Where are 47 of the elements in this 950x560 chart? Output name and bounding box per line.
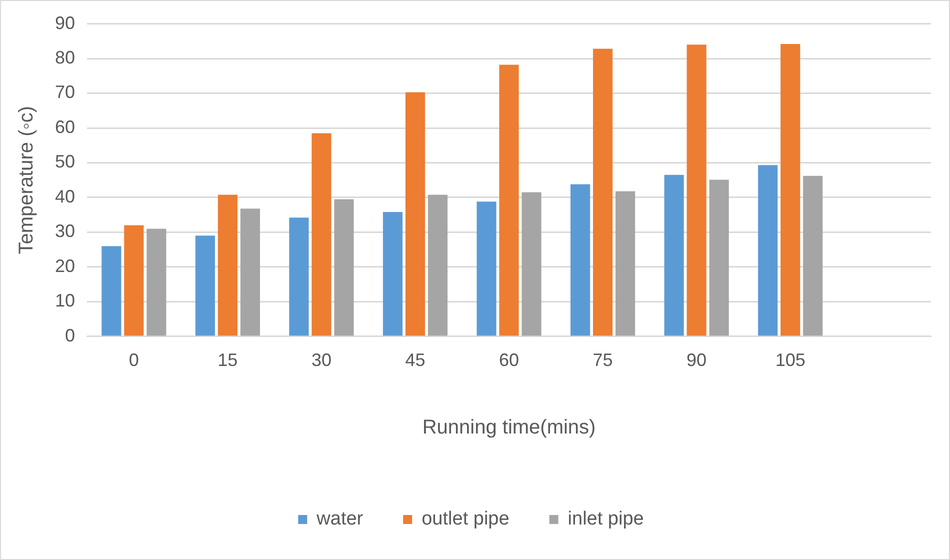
x-tick-label: 45	[405, 350, 426, 370]
y-tick-label: 40	[54, 186, 76, 206]
bar	[428, 194, 448, 336]
bar	[664, 174, 684, 336]
x-axis-title: Running time(mins)	[422, 416, 596, 439]
bar	[686, 44, 706, 336]
bar	[334, 199, 354, 336]
y-tick-label: 80	[54, 48, 76, 68]
bar	[195, 236, 215, 336]
y-tick-label: 60	[54, 116, 76, 137]
bar	[803, 176, 823, 336]
legend-label: inlet pipe	[568, 508, 644, 530]
y-tick-label: 70	[54, 82, 76, 102]
bar	[592, 48, 613, 336]
bar	[124, 225, 144, 336]
bar	[616, 191, 636, 336]
x-tick-label: 60	[498, 350, 520, 370]
y-tick-label: 50	[54, 152, 76, 172]
bar	[499, 64, 519, 336]
bar	[382, 212, 403, 336]
bar	[405, 92, 426, 336]
bar	[312, 133, 332, 336]
x-tick-label: 90	[686, 350, 707, 370]
x-tick-label: 75	[592, 350, 613, 370]
legend-label: outlet pipe	[422, 508, 510, 530]
x-tick-label: 0	[128, 350, 139, 370]
y-tick-label: 0	[65, 325, 76, 346]
x-tick-label: 30	[311, 350, 332, 370]
bar	[476, 202, 496, 336]
x-tick-label: 105	[775, 350, 806, 370]
y-tick-label: 30	[54, 221, 76, 242]
bar	[758, 165, 778, 336]
bar	[289, 218, 309, 336]
bar	[570, 184, 590, 336]
bar	[780, 44, 800, 336]
bar	[240, 208, 260, 336]
bar	[709, 180, 729, 336]
bar	[146, 228, 166, 336]
bar	[218, 194, 238, 336]
y-tick-label: 90	[54, 12, 76, 33]
y-axis-title: Temperature (◦c)	[16, 106, 38, 254]
bar	[522, 192, 542, 336]
y-tick-label: 20	[54, 256, 76, 276]
legend-label: water	[316, 508, 364, 530]
y-tick-label: 10	[54, 290, 76, 311]
bar	[102, 246, 122, 336]
x-tick-label: 15	[218, 350, 238, 370]
